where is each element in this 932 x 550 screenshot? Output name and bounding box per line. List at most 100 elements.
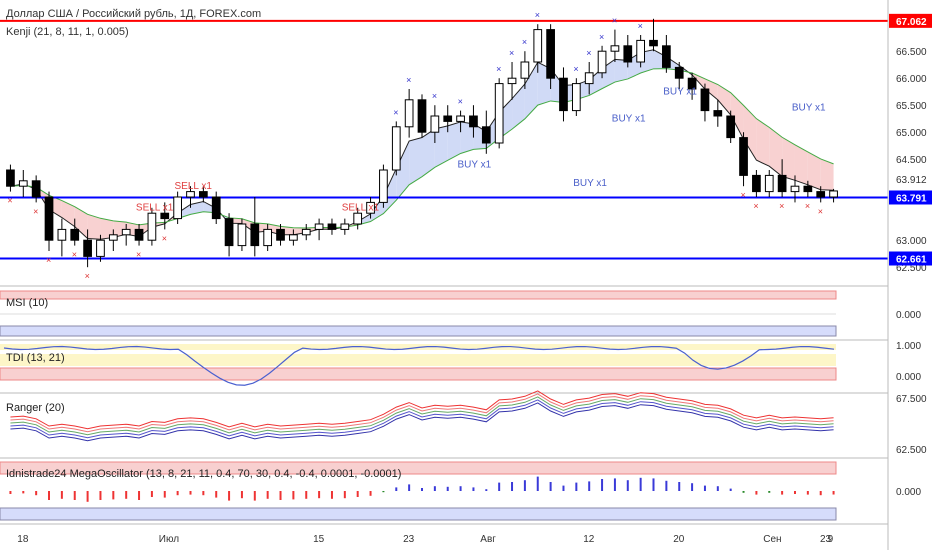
candle-body-up <box>584 72 594 85</box>
candle <box>31 175 41 203</box>
mega-upper-band <box>0 461 837 475</box>
candle-body-up <box>829 190 838 198</box>
pane-separators <box>0 0 889 550</box>
candle-body-up <box>57 228 67 241</box>
candle <box>83 229 92 268</box>
candle-body-down <box>250 223 260 247</box>
cloud-segment <box>524 62 538 119</box>
candle <box>6 164 15 192</box>
candle-body-up <box>404 99 414 128</box>
cloud-segment <box>756 118 770 167</box>
down-marker: × <box>85 271 90 281</box>
up-marker: × <box>535 10 540 20</box>
candle-body-down <box>70 228 80 241</box>
price-tick-label: 65.000 <box>896 128 927 139</box>
candle-body-up <box>18 180 28 187</box>
candle <box>263 224 273 251</box>
up-marker: × <box>406 75 411 85</box>
candle-body-up <box>456 115 465 122</box>
down-marker: × <box>46 255 51 265</box>
up-marker: × <box>522 37 527 47</box>
sell-signal-label: SELL x1 <box>174 181 212 192</box>
down-marker: × <box>7 196 12 206</box>
candle <box>662 35 671 73</box>
candle-body-down <box>276 228 285 241</box>
cloud-segment <box>782 137 795 181</box>
candle <box>121 224 131 246</box>
price-tick-label: 64.500 <box>896 155 927 166</box>
chart-title: Доллар США / Российский рубль, 1Д, FOREX… <box>6 8 261 20</box>
up-marker: × <box>458 97 463 107</box>
candle-body-up <box>391 126 401 171</box>
cloud-segment <box>743 105 757 161</box>
candle-body-down <box>739 137 748 176</box>
candle <box>211 191 221 224</box>
tdi-pane[interactable]: 1.000 0.000 <box>0 341 921 386</box>
candle <box>186 186 195 208</box>
time-tick-label: 23 <box>820 534 832 545</box>
up-marker: × <box>638 21 643 31</box>
candle-body-down <box>417 99 427 133</box>
time-tick-label: Июл <box>159 534 179 545</box>
cloud-segment <box>614 59 628 83</box>
ranger-line <box>10 390 834 430</box>
candle-body-down <box>662 45 671 68</box>
candle <box>250 197 260 257</box>
candle <box>289 229 298 246</box>
candle <box>276 224 285 246</box>
cloud-segment <box>820 158 834 191</box>
cloud-segment <box>74 206 88 239</box>
resistance-price-label: 67.062 <box>896 17 927 28</box>
candle-body-down <box>700 88 710 112</box>
price-tick-label: 62.500 <box>896 263 927 274</box>
ranger-pane[interactable]: 67.500 62.500 <box>10 390 927 456</box>
candle-body-down <box>687 77 697 90</box>
candle <box>57 218 67 257</box>
candle-body-up <box>121 228 131 236</box>
cloud-segment <box>460 121 474 154</box>
mega-lower-band <box>0 507 837 521</box>
msi-pane[interactable]: 0.000 <box>0 290 921 337</box>
candle-body-up <box>301 228 311 236</box>
candle-body-down <box>160 212 170 220</box>
candle-body-up <box>571 83 581 112</box>
candle <box>764 170 774 197</box>
price-axis[interactable]: 66.500 66.000 65.500 65.000 64.500 63.000 62.5… <box>889 13 932 274</box>
time-tick-label: 12 <box>583 534 595 545</box>
candle <box>636 35 646 68</box>
candle <box>507 62 517 100</box>
msi-title: MSI (10) <box>6 297 48 309</box>
candle-body-up <box>597 50 607 74</box>
ranger-line <box>10 393 834 433</box>
down-marker: × <box>162 233 167 243</box>
ranger-title: Ranger (20) <box>6 402 65 414</box>
candle-body-up <box>764 174 774 193</box>
candle-body-up <box>340 223 350 230</box>
candle-body-down <box>777 174 787 193</box>
cloud-segment <box>769 127 783 177</box>
candle <box>739 132 748 187</box>
candle-body-down <box>674 66 684 79</box>
ranger-tick-label: 67.500 <box>896 394 927 405</box>
candle-body-down <box>726 115 736 139</box>
candle-body-down <box>752 174 761 193</box>
candle-body-down <box>623 45 633 63</box>
down-marker: × <box>779 201 784 211</box>
mega-oscillator-pane[interactable]: 0.000 <box>0 461 921 521</box>
ranger-line <box>10 396 834 436</box>
msi-upper-band <box>0 290 837 300</box>
resistance-price-badge <box>889 13 932 28</box>
indicator-title: Kenji (21, 8, 11, 1, 0.005) <box>6 26 129 38</box>
candle <box>353 207 363 230</box>
tdi-mid-band <box>0 354 836 366</box>
down-marker: × <box>818 206 823 216</box>
down-marker: × <box>72 250 77 260</box>
buy-signal-label: BUY x1 <box>573 178 607 189</box>
candle <box>816 186 826 203</box>
candle-body-up <box>636 39 646 63</box>
up-marker: × <box>586 48 591 58</box>
candle <box>443 105 453 133</box>
time-axis[interactable]: 18 Июл 15 23 Авг 12 20 Сен 923 <box>17 534 833 545</box>
